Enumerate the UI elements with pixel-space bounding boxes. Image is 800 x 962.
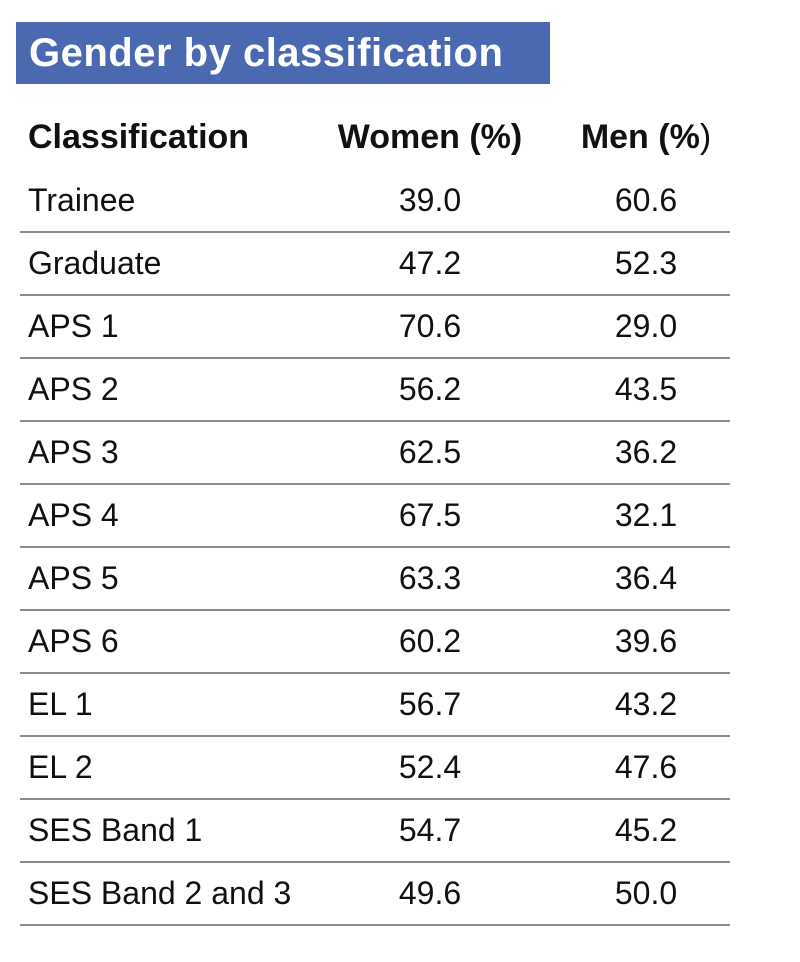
table-header-row: Classification Women (%) Men (%)	[20, 104, 730, 170]
cell-women-pct: 56.2	[398, 371, 462, 407]
page-title: Gender by classification	[29, 30, 504, 75]
cell-women-pct: 47.2	[398, 245, 462, 281]
table-row-aps5: APS 5 63.3 36.4	[20, 548, 730, 611]
table-row-aps1: APS 1 70.6 29.0	[20, 296, 730, 359]
cell-women-pct: 54.7	[398, 812, 462, 848]
cell-men-pct: 39.6	[614, 623, 678, 659]
table-row-graduate: Graduate 47.2 52.3	[20, 233, 730, 296]
table-row-trainee: Trainee 39.0 60.6	[20, 170, 730, 233]
cell-classification: APS 3	[28, 434, 119, 470]
cell-women-pct: 60.2	[398, 623, 462, 659]
table-row-aps3: APS 3 62.5 36.2	[20, 422, 730, 485]
table-row-aps2: APS 2 56.2 43.5	[20, 359, 730, 422]
cell-women-pct: 56.7	[398, 686, 462, 722]
cell-classification: Graduate	[28, 245, 162, 281]
table-row-ses-band1: SES Band 1 54.7 45.2	[20, 800, 730, 863]
cell-men-pct: 36.2	[614, 434, 678, 470]
header-men-pct-paren: )	[699, 117, 712, 156]
cell-men-pct: 32.1	[614, 497, 678, 533]
cell-women-pct: 67.5	[398, 497, 462, 533]
cell-men-pct: 52.3	[614, 245, 678, 281]
cell-men-pct: 43.2	[614, 686, 678, 722]
cell-classification: APS 6	[28, 623, 119, 659]
header-men-pct: Men (%)	[530, 118, 730, 157]
header-women-pct: Women (%)	[337, 117, 523, 156]
cell-classification: SES Band 2 and 3	[28, 875, 292, 911]
cell-men-pct: 50.0	[614, 875, 678, 911]
cell-women-pct: 63.3	[398, 560, 462, 596]
cell-classification: APS 2	[28, 371, 119, 407]
cell-women-pct: 62.5	[398, 434, 462, 470]
cell-classification: APS 1	[28, 308, 119, 344]
gender-classification-table: Classification Women (%) Men (%) Trainee…	[20, 104, 730, 926]
cell-men-pct: 29.0	[614, 308, 678, 344]
cell-men-pct: 47.6	[614, 749, 678, 785]
cell-women-pct: 39.0	[398, 182, 462, 218]
cell-men-pct: 36.4	[614, 560, 678, 596]
header-classification: Classification	[28, 117, 250, 156]
table-row-ses-band2and3: SES Band 2 and 3 49.6 50.0	[20, 863, 730, 926]
table-row-el2: EL 2 52.4 47.6	[20, 737, 730, 800]
cell-classification: APS 5	[28, 560, 119, 596]
header-men-pct-bold: Men (%	[580, 117, 700, 156]
cell-women-pct: 49.6	[398, 875, 462, 911]
cell-classification: Trainee	[28, 182, 136, 218]
cell-men-pct: 45.2	[614, 812, 678, 848]
cell-women-pct: 52.4	[398, 749, 462, 785]
cell-classification: EL 1	[28, 686, 93, 722]
table-row-el1: EL 1 56.7 43.2	[20, 674, 730, 737]
title-banner: Gender by classification	[16, 22, 550, 84]
table-row-aps6: APS 6 60.2 39.6	[20, 611, 730, 674]
cell-classification: SES Band 1	[28, 812, 203, 848]
cell-classification: EL 2	[28, 749, 93, 785]
cell-men-pct: 43.5	[614, 371, 678, 407]
cell-classification: APS 4	[28, 497, 119, 533]
cell-women-pct: 70.6	[398, 308, 462, 344]
table-row-aps4: APS 4 67.5 32.1	[20, 485, 730, 548]
cell-men-pct: 60.6	[614, 182, 678, 218]
